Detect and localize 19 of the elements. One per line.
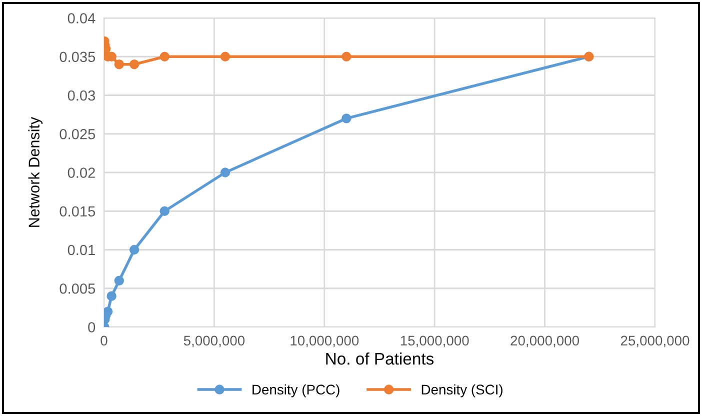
y-tick-label: 0.015 — [60, 206, 96, 217]
y-tick-label: 0.01 — [68, 244, 95, 256]
y-tick-label: 0.005 — [60, 283, 96, 294]
x-tick-label: 5,000,000 — [184, 336, 245, 348]
y-tick-label: 0 — [88, 322, 96, 332]
legend-label: Density (SCI) — [422, 384, 502, 398]
legend-label: Density (PCC) — [252, 384, 340, 398]
x-tick-label: 20,000,000 — [510, 336, 580, 348]
y-tick-label: 0.03 — [68, 90, 96, 101]
x-axis-title: No. of Patients — [326, 352, 434, 365]
x-tick-label: 25,000,000 — [620, 336, 690, 348]
x-tick-label: 0 — [100, 336, 108, 346]
y-tick-label: 0.02 — [68, 168, 95, 178]
y-tick-label: 0.035 — [60, 52, 96, 62]
x-tick-label: 10,000,000 — [290, 336, 359, 348]
x-tick-label: 15,000,000 — [400, 336, 469, 348]
y-tick-label: 0.025 — [60, 128, 96, 140]
y-axis-title: Network Density — [28, 116, 43, 227]
y-tick-label: 0.04 — [68, 13, 96, 24]
